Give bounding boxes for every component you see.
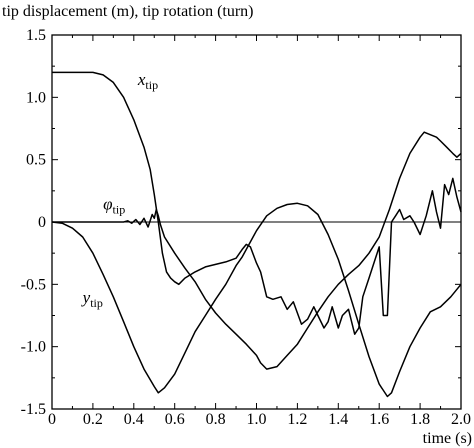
x-tick-label: 0 [48, 411, 56, 428]
x-tick-label: 1.8 [410, 411, 430, 428]
x-tick-label: 1.2 [287, 411, 307, 428]
series-line-phi_tip [52, 131, 462, 370]
x-tick-label: 0.4 [124, 411, 144, 428]
y-tick-label: -1.5 [21, 401, 46, 418]
y-tick-label: -0.5 [21, 276, 46, 293]
y-ticks: 1.5 1.0 0.5 0 -0.5 -1.0 -1.5 [21, 27, 461, 418]
x-tick-label: 1.4 [328, 411, 348, 428]
y-tick-label: 1.0 [26, 89, 46, 106]
x-tick-label: 1.0 [247, 411, 267, 428]
x-axis-title: time (s) [423, 430, 472, 447]
series-label-x_tip: xtip [137, 70, 158, 92]
series-label-y_tip: ytip [81, 288, 103, 310]
y-tick-label: 0.5 [26, 152, 46, 169]
x-tick-label: 1.6 [369, 411, 389, 428]
x-ticks: 0 0.2 0.4 0.6 0.8 1.0 1.2 1.4 1.6 1.8 2.0 [48, 35, 471, 428]
series-line-y_tip [51, 202, 462, 398]
y-tick-label: 0 [38, 214, 46, 231]
series-label-phi_tip: φtip [103, 195, 125, 217]
series-line-x_tip [52, 71, 462, 335]
y-tick-label: 1.5 [26, 27, 46, 44]
series-layer [51, 71, 462, 398]
x-tick-label: 0.2 [83, 411, 103, 428]
x-tick-label: 0.6 [165, 411, 185, 428]
annotation-layer: xtip φtip ytip [81, 70, 158, 310]
y-tick-label: -1.0 [21, 339, 46, 356]
x-tick-label: 2.0 [451, 411, 471, 428]
x-tick-label: 0.8 [206, 411, 226, 428]
y-axis-title: tip displacement (m), tip rotation (turn… [2, 3, 254, 20]
